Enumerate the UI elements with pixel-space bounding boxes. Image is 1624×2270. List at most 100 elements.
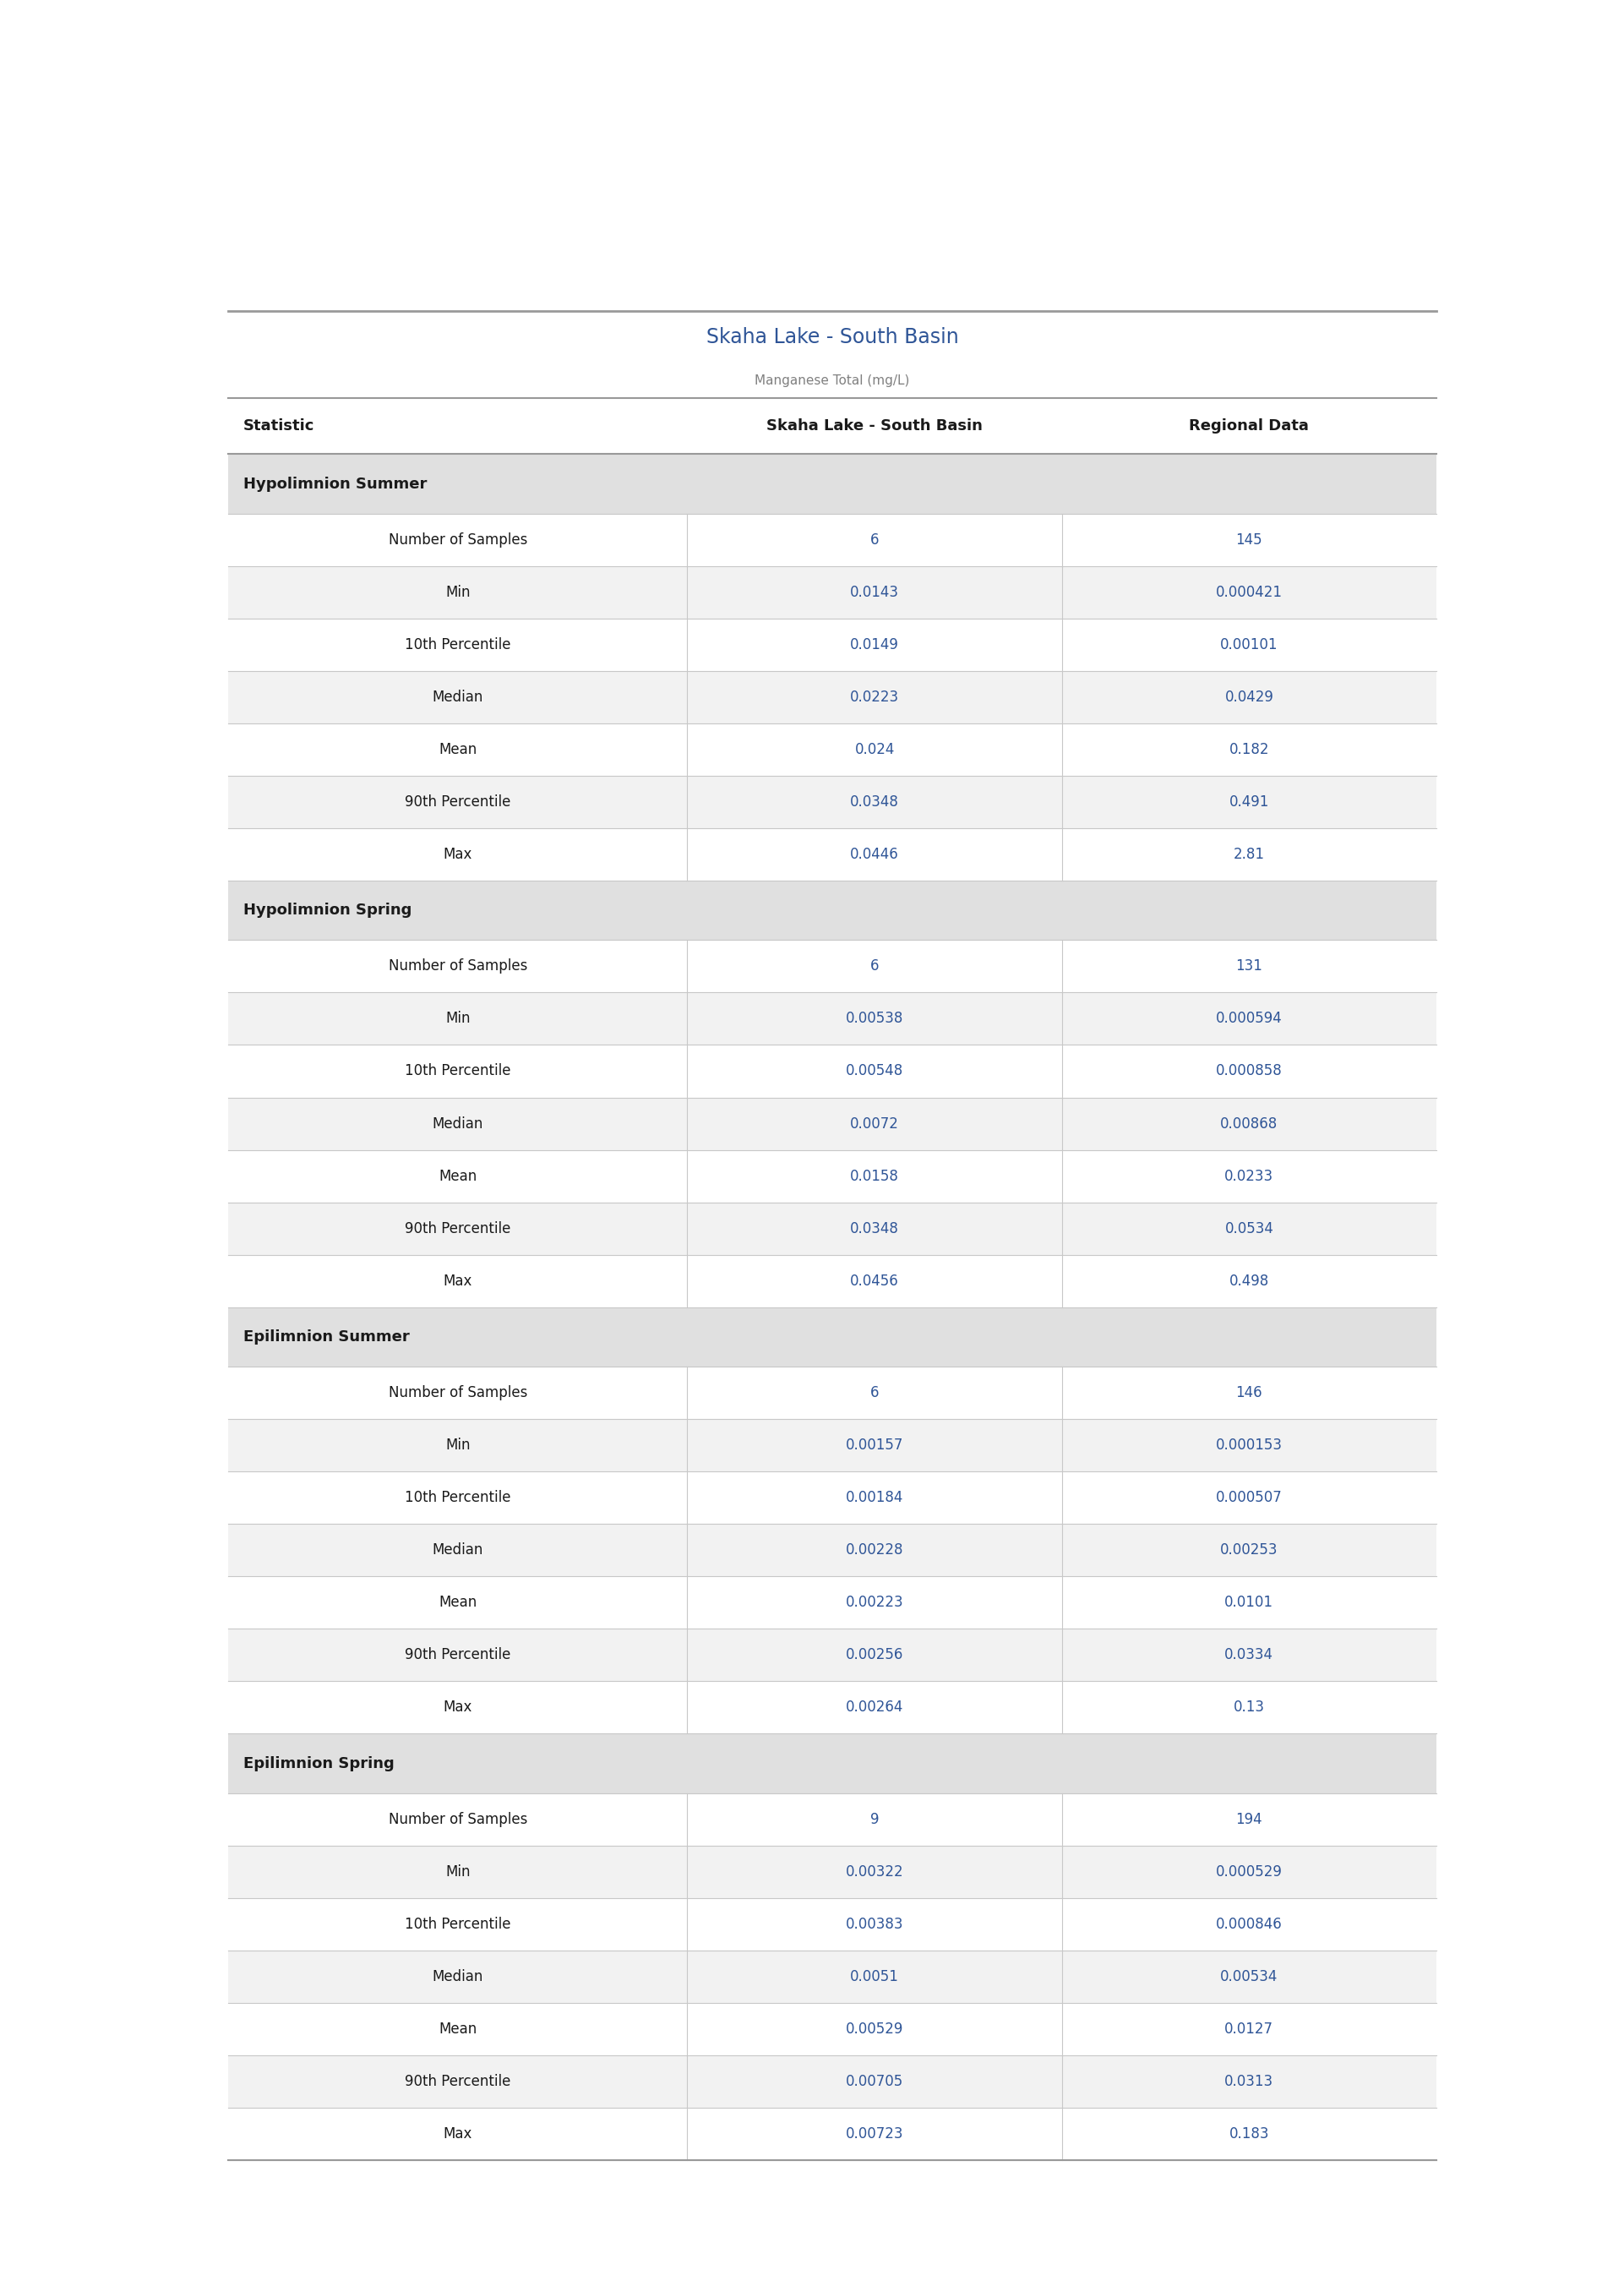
Text: Mean: Mean — [438, 1169, 477, 1183]
Text: 146: 146 — [1236, 1385, 1262, 1401]
Bar — [227, 1950, 1436, 2002]
Bar — [227, 1793, 1436, 1846]
Text: 10th Percentile: 10th Percentile — [404, 1489, 512, 1505]
Text: Number of Samples: Number of Samples — [388, 531, 528, 547]
Bar — [227, 363, 1436, 397]
Text: 0.0429: 0.0429 — [1224, 690, 1273, 704]
Text: 0.0051: 0.0051 — [849, 1968, 900, 1984]
Text: Min: Min — [445, 1010, 471, 1026]
Text: 10th Percentile: 10th Percentile — [404, 1065, 512, 1078]
Text: 0.0149: 0.0149 — [849, 638, 900, 651]
Bar — [227, 311, 1436, 363]
Text: Max: Max — [443, 847, 473, 863]
Bar — [227, 1151, 1436, 1203]
Text: 0.00101: 0.00101 — [1220, 638, 1278, 651]
Text: 0.000858: 0.000858 — [1216, 1065, 1283, 1078]
Bar — [227, 1203, 1436, 1255]
Bar — [227, 513, 1436, 565]
Text: 0.0072: 0.0072 — [849, 1117, 900, 1130]
Text: 0.00228: 0.00228 — [846, 1544, 903, 1557]
Text: Mean: Mean — [438, 2020, 477, 2036]
Text: Min: Min — [445, 586, 471, 599]
Text: 0.0313: 0.0313 — [1224, 2075, 1273, 2088]
Text: 0.0534: 0.0534 — [1224, 1221, 1273, 1237]
Text: 0.0223: 0.0223 — [849, 690, 900, 704]
Bar — [227, 2054, 1436, 2109]
Text: Number of Samples: Number of Samples — [388, 1811, 528, 1827]
Text: 0.00705: 0.00705 — [846, 2075, 903, 2088]
Bar — [227, 672, 1436, 724]
Text: 0.0143: 0.0143 — [849, 586, 900, 599]
Bar — [227, 617, 1436, 672]
Text: Min: Min — [445, 1864, 471, 1880]
Text: 194: 194 — [1236, 1811, 1262, 1827]
Text: 0.000594: 0.000594 — [1216, 1010, 1283, 1026]
Bar — [227, 2109, 1436, 2161]
Text: 0.00538: 0.00538 — [846, 1010, 903, 1026]
Bar — [227, 1255, 1436, 1308]
Text: 0.00534: 0.00534 — [1220, 1968, 1278, 1984]
Text: 0.000421: 0.000421 — [1216, 586, 1283, 599]
Bar — [227, 1523, 1436, 1575]
Text: 90th Percentile: 90th Percentile — [404, 1648, 510, 1662]
Text: 9: 9 — [870, 1811, 879, 1827]
Text: Number of Samples: Number of Samples — [388, 1385, 528, 1401]
Bar — [227, 1471, 1436, 1523]
Text: 0.0348: 0.0348 — [849, 1221, 900, 1237]
Text: 131: 131 — [1236, 958, 1262, 974]
Bar — [227, 2002, 1436, 2054]
Bar — [227, 1419, 1436, 1471]
Bar — [227, 829, 1436, 881]
Text: Median: Median — [432, 690, 484, 704]
Text: 0.0158: 0.0158 — [849, 1169, 900, 1183]
Text: 0.182: 0.182 — [1229, 742, 1270, 758]
Text: 2.81: 2.81 — [1234, 847, 1265, 863]
Bar — [227, 1575, 1436, 1630]
Text: Epilimnion Spring: Epilimnion Spring — [244, 1755, 395, 1771]
Text: Hypolimnion Summer: Hypolimnion Summer — [244, 477, 427, 493]
Text: Hypolimnion Spring: Hypolimnion Spring — [244, 903, 412, 917]
Text: 0.183: 0.183 — [1229, 2127, 1270, 2141]
Text: 0.00157: 0.00157 — [846, 1437, 903, 1453]
Text: 6: 6 — [870, 958, 879, 974]
Text: Number of Samples: Number of Samples — [388, 958, 528, 974]
Text: 0.00548: 0.00548 — [846, 1065, 903, 1078]
Text: Mean: Mean — [438, 1596, 477, 1609]
Text: 0.00868: 0.00868 — [1220, 1117, 1278, 1130]
Text: 0.00383: 0.00383 — [846, 1916, 903, 1932]
Text: 0.00264: 0.00264 — [846, 1700, 903, 1716]
Bar — [227, 940, 1436, 992]
Text: Statistic: Statistic — [244, 418, 315, 434]
Text: Regional Data: Regional Data — [1189, 418, 1309, 434]
Text: 0.0101: 0.0101 — [1224, 1596, 1273, 1609]
Bar — [227, 1308, 1436, 1367]
Text: 0.0456: 0.0456 — [851, 1273, 900, 1289]
Text: 0.00223: 0.00223 — [846, 1596, 903, 1609]
Text: Max: Max — [443, 1273, 473, 1289]
Bar — [227, 881, 1436, 940]
Text: Manganese Total (mg/L): Manganese Total (mg/L) — [755, 375, 909, 388]
Bar — [227, 1096, 1436, 1151]
Text: Median: Median — [432, 1544, 484, 1557]
Text: 0.024: 0.024 — [854, 742, 895, 758]
Text: Epilimnion Summer: Epilimnion Summer — [244, 1330, 409, 1344]
Text: 0.000846: 0.000846 — [1216, 1916, 1283, 1932]
Bar — [227, 565, 1436, 617]
Text: 90th Percentile: 90th Percentile — [404, 794, 510, 810]
Text: 0.0334: 0.0334 — [1224, 1648, 1273, 1662]
Text: 90th Percentile: 90th Percentile — [404, 2075, 510, 2088]
Text: 10th Percentile: 10th Percentile — [404, 638, 512, 651]
Bar — [227, 397, 1436, 454]
Text: 0.000507: 0.000507 — [1216, 1489, 1283, 1505]
Text: Skaha Lake - South Basin: Skaha Lake - South Basin — [706, 327, 958, 347]
Text: 0.00723: 0.00723 — [846, 2127, 903, 2141]
Bar — [227, 1682, 1436, 1734]
Text: 90th Percentile: 90th Percentile — [404, 1221, 510, 1237]
Bar — [227, 992, 1436, 1044]
Text: Median: Median — [432, 1117, 484, 1130]
Text: 0.0348: 0.0348 — [849, 794, 900, 810]
Text: 0.491: 0.491 — [1229, 794, 1270, 810]
Bar — [227, 1630, 1436, 1682]
Bar — [227, 1898, 1436, 1950]
Bar — [227, 1367, 1436, 1419]
